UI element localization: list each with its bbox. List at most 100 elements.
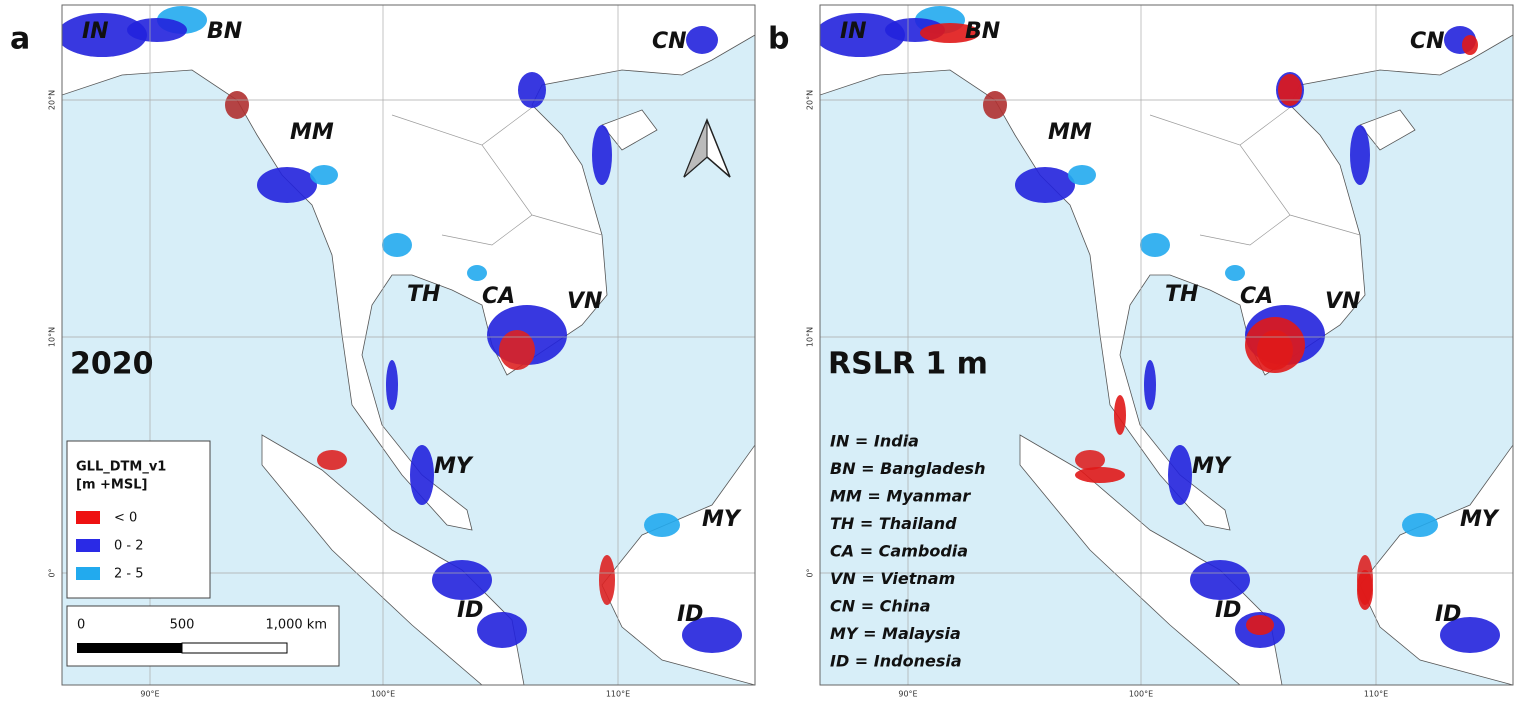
longitude-label: 100°E (1129, 690, 1153, 699)
elevation-patch (1068, 165, 1096, 185)
country-label: CN (1410, 29, 1445, 54)
flood-patch (1075, 467, 1125, 483)
scale-label: 0 (77, 618, 85, 633)
elevation-patch (1402, 513, 1438, 537)
key-entry: BN = Bangladesh (830, 459, 985, 478)
latitude-label: 10°N (48, 327, 57, 347)
key-entry: CA = Cambodia (830, 542, 968, 561)
elevation-patch (599, 555, 615, 605)
country-label: ID (1435, 602, 1461, 627)
elevation-patch (386, 360, 398, 410)
elevation-patch (644, 513, 680, 537)
country-label: ID (677, 602, 703, 627)
elevation-patch (1144, 360, 1156, 410)
elevation-patch (1350, 125, 1370, 185)
elevation-patch (820, 13, 905, 57)
legend-swatch (76, 539, 100, 552)
country-label: TH (407, 282, 440, 307)
legend-title: GLL_DTM_v1 (76, 460, 166, 475)
scale-label: 500 (170, 618, 195, 633)
latitude-label: 0° (806, 568, 815, 577)
flood-patch (1114, 395, 1126, 435)
flood-patch (920, 23, 980, 43)
country-label: VN (1325, 289, 1360, 314)
flood-patch (1462, 35, 1478, 55)
elevation-patch (317, 450, 347, 470)
legend-label: < 0 (114, 511, 137, 526)
frame (819, 4, 1514, 686)
elevation-patch (1075, 450, 1105, 470)
scale-box (66, 605, 340, 667)
latitude-label: 20°N (806, 90, 815, 110)
country-label: MY (702, 507, 742, 532)
elevation-patch (310, 165, 338, 185)
north-arrow-shade (683, 119, 708, 178)
key-entry: IN = India (830, 432, 919, 451)
key-entry: MM = Myanmar (830, 487, 971, 506)
longitude-label: 110°E (1364, 690, 1388, 699)
country-label: TH (1165, 282, 1198, 307)
panel-label: RSLR 1 m (828, 347, 988, 382)
legend-swatch (76, 567, 100, 580)
elevation-patch (432, 560, 492, 600)
elevation-patch (62, 13, 147, 57)
elevation-patch (382, 233, 412, 257)
country-label: MY (434, 454, 474, 479)
panel-letter: b (768, 22, 789, 57)
elevation-patch (410, 445, 434, 505)
country-label: MM (1048, 120, 1092, 145)
key-entry: MY = Malaysia (830, 624, 961, 643)
flood-patch (1357, 570, 1373, 610)
map-body (820, 5, 1513, 685)
elevation-patch (518, 72, 546, 108)
elevation-patch (499, 330, 535, 370)
country-label: CA (1240, 284, 1273, 309)
frame (61, 4, 756, 686)
key-entry: ID = Indonesia (830, 652, 962, 671)
country-label: ID (1215, 598, 1241, 623)
latitude-label: 0° (48, 568, 57, 577)
country-label: IN (82, 19, 109, 44)
country-label: MY (1192, 454, 1232, 479)
flood-patch (1246, 615, 1274, 635)
key-entry: TH = Thailand (830, 514, 957, 533)
legend-label: 0 - 2 (114, 539, 144, 554)
elevation-patch (1190, 560, 1250, 600)
legend-swatch (76, 511, 100, 524)
elevation-patch (686, 26, 718, 54)
elevation-patch (477, 612, 527, 648)
scale-bar-black (77, 643, 182, 653)
elevation-patch (467, 265, 487, 281)
flood-patch (1278, 74, 1302, 106)
key-entry: CN = China (830, 597, 930, 616)
elevation-patch (983, 91, 1007, 119)
country-label: MM (290, 120, 334, 145)
country-label: ID (457, 598, 483, 623)
country-label: VN (567, 289, 602, 314)
scale-label: 1,000 km (265, 618, 327, 633)
panel-letter: a (10, 22, 30, 57)
latitude-label: 20°N (48, 90, 57, 110)
elevation-patch (1015, 167, 1075, 203)
elevation-patch (1168, 445, 1192, 505)
scale-bar-white (181, 642, 288, 654)
elevation-patch (127, 18, 187, 42)
map-panel: 20°N 10°N 0° 90°E 100°E 110°E RSLR 1 m IN BN CN MM… (806, 4, 1514, 699)
longitude-label: 90°E (140, 690, 159, 699)
elevation-patch (1140, 233, 1170, 257)
legend-label: 2 - 5 (114, 567, 144, 582)
country-label: MY (1460, 507, 1500, 532)
longitude-label: 110°E (606, 690, 630, 699)
longitude-label: 90°E (898, 690, 917, 699)
country-label: CA (482, 284, 515, 309)
map-panel: 20°N 10°N 0° 90°E 100°E 110°E 2020 IN BN CN MM TH CA… (48, 4, 756, 699)
elevation-patch (225, 91, 249, 119)
country-label: BN (207, 19, 242, 44)
country-label: CN (652, 29, 687, 54)
country-label: BN (965, 19, 1000, 44)
elevation-patch (1440, 617, 1500, 653)
elevation-patch (682, 617, 742, 653)
key-entry: VN = Vietnam (830, 569, 955, 588)
